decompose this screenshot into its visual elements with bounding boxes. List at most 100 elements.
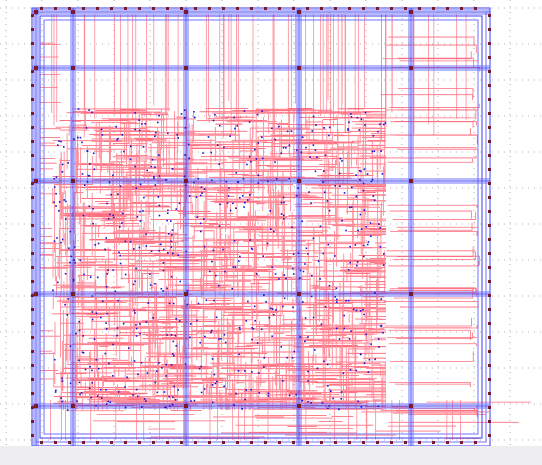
via (215, 274, 217, 277)
via (106, 312, 109, 315)
via (121, 133, 124, 136)
io-wire (389, 382, 471, 386)
via (66, 409, 69, 411)
via (91, 311, 94, 313)
via (196, 216, 199, 218)
via (235, 392, 237, 395)
power-ring-line (39, 15, 483, 439)
via (152, 317, 154, 319)
via (308, 191, 310, 193)
via (83, 184, 86, 187)
via (229, 209, 232, 212)
io-pad (31, 252, 34, 255)
io-pad (31, 322, 34, 325)
via (305, 146, 307, 149)
via (114, 290, 117, 293)
via (184, 154, 187, 156)
io-pad (278, 7, 281, 10)
via (261, 136, 263, 139)
via (112, 216, 115, 219)
strap-via (184, 404, 188, 408)
via (271, 266, 273, 269)
via (78, 320, 80, 323)
io-pad (488, 420, 491, 423)
io-wire (395, 332, 473, 339)
via (64, 303, 66, 306)
via (304, 317, 307, 319)
via (248, 121, 251, 123)
via (151, 158, 154, 161)
strap-via (409, 10, 413, 14)
via (270, 307, 272, 310)
via (370, 180, 373, 183)
io-pad (40, 441, 43, 444)
via (307, 370, 309, 373)
via (237, 181, 239, 183)
via (316, 156, 318, 159)
io-pad (82, 7, 85, 10)
io-pad (334, 441, 337, 444)
via (286, 356, 288, 359)
via (178, 202, 181, 205)
via (161, 367, 163, 369)
layout-canvas[interactable] (0, 0, 542, 446)
via (319, 225, 322, 228)
io-pad (138, 7, 141, 10)
via (354, 244, 357, 246)
io-wire (382, 287, 477, 294)
via (292, 267, 294, 270)
via (157, 196, 160, 198)
via (100, 128, 103, 131)
via (158, 114, 160, 117)
io-wire (397, 57, 474, 68)
via (232, 202, 234, 205)
via (322, 170, 325, 172)
via (183, 175, 186, 178)
io-wire (389, 210, 472, 219)
io-pad (488, 14, 491, 17)
io-pad (31, 350, 34, 353)
via (183, 117, 186, 119)
via (350, 113, 352, 115)
via (373, 150, 376, 153)
via (280, 213, 283, 215)
via (143, 196, 145, 199)
strap-via (71, 292, 75, 296)
io-wire (380, 94, 473, 101)
via (380, 298, 383, 300)
via (108, 181, 111, 184)
via (154, 282, 156, 285)
via (118, 225, 121, 228)
via (180, 113, 183, 115)
via (286, 130, 289, 133)
io-pad (31, 154, 34, 157)
via (134, 165, 136, 168)
via (357, 229, 359, 232)
io-pad (236, 7, 239, 10)
via (69, 230, 72, 233)
via (312, 144, 315, 146)
io-pad (96, 441, 99, 444)
via (274, 273, 277, 275)
io-wire (392, 251, 476, 260)
via (355, 309, 358, 312)
via (170, 220, 172, 222)
io-pad (488, 322, 491, 325)
via (53, 201, 55, 204)
io-wire (387, 158, 473, 163)
via (235, 207, 237, 209)
via (330, 390, 332, 392)
via (211, 401, 214, 404)
via (241, 194, 244, 197)
via (208, 270, 211, 273)
via (335, 327, 338, 330)
io-pad (68, 441, 71, 444)
via (380, 324, 383, 327)
via (109, 213, 111, 216)
via (312, 316, 315, 319)
via (128, 347, 130, 349)
via (198, 367, 201, 370)
via (338, 408, 340, 411)
via (185, 184, 187, 187)
via (140, 361, 143, 364)
